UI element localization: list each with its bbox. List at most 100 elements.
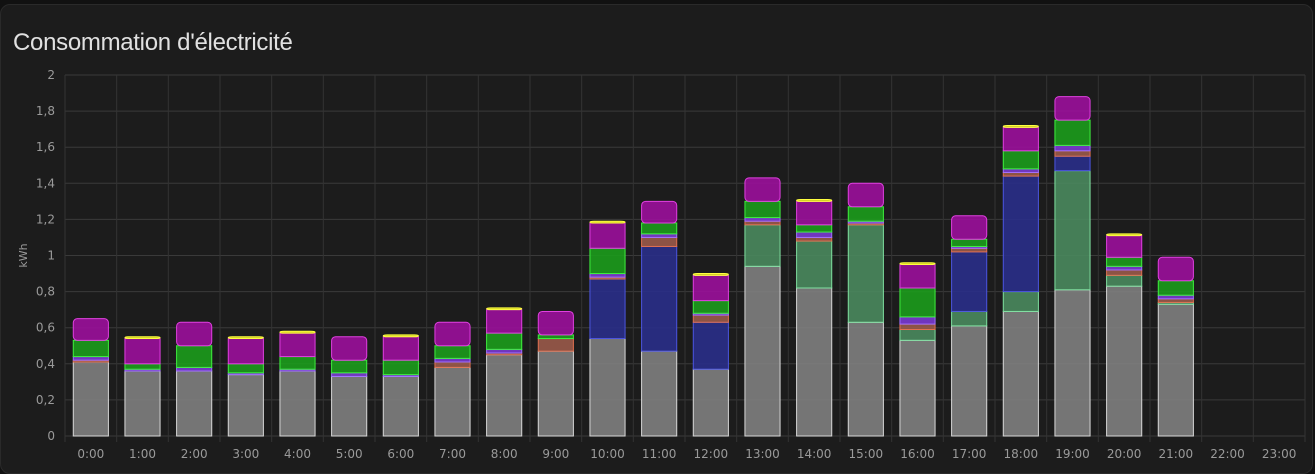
bar-segment: [589, 222, 626, 249]
bar-segment: [641, 222, 678, 235]
x-tick-label: 19:00: [1055, 447, 1090, 461]
bar-segment: [1106, 274, 1143, 287]
bar-segment: [744, 220, 781, 226]
bar-segment: [382, 375, 419, 437]
bar-segment: [744, 177, 781, 202]
bar-segment: [899, 329, 936, 341]
y-tick-label: 0,4: [36, 357, 55, 371]
bar-segment: [1106, 235, 1143, 258]
bar-segment: [641, 233, 678, 238]
bar-segment: [796, 224, 833, 233]
bar-segment: [641, 200, 678, 224]
bar-segment: [124, 336, 161, 340]
bar-segment: [227, 363, 264, 374]
bar-segment: [1054, 119, 1091, 146]
bar-segment: [589, 273, 626, 278]
bar-segment: [72, 318, 109, 341]
bar-segment: [1157, 298, 1194, 303]
x-tick-label: 12:00: [694, 447, 729, 461]
bar-segment: [279, 356, 316, 370]
x-tick-label: 10:00: [590, 447, 625, 461]
bar-segment: [486, 309, 523, 334]
bar-segment: [537, 334, 574, 340]
bar-segment: [847, 206, 884, 222]
bar-segment: [951, 325, 988, 437]
bar-segment: [589, 220, 626, 224]
x-tick-label: 23:00: [1262, 447, 1297, 461]
bar-segment: [227, 336, 264, 340]
bar-segment: [72, 339, 109, 358]
bar-segment: [176, 370, 213, 437]
y-axis-label: kWh: [17, 243, 30, 267]
bar-segment: [1002, 126, 1039, 152]
bar-segment: [951, 251, 988, 312]
bar-segment: [692, 314, 729, 323]
bar-segment: [1002, 125, 1039, 128]
x-tick-label: 22:00: [1210, 447, 1245, 461]
bar-segment: [589, 278, 626, 340]
bar-segment: [589, 247, 626, 275]
bar-segment: [899, 264, 936, 289]
x-tick-label: 21:00: [1159, 447, 1194, 461]
bar-segment: [279, 370, 316, 437]
bar-segment: [1106, 285, 1143, 437]
x-tick-label: 13:00: [745, 447, 780, 461]
bar-segment: [1157, 303, 1194, 437]
x-tick-label: 15:00: [849, 447, 884, 461]
bar-segment: [744, 200, 781, 219]
x-tick-label: 1:00: [129, 447, 156, 461]
bar-segment: [434, 361, 471, 368]
x-tick-label: 20:00: [1107, 447, 1142, 461]
x-tick-label: 3:00: [232, 447, 259, 461]
x-tick-label: 0:00: [77, 447, 104, 461]
bar-segment: [951, 247, 988, 253]
y-tick-label: 0,6: [36, 321, 55, 335]
bar-segment: [1106, 256, 1143, 267]
bar-segment: [744, 224, 781, 267]
bar-segment: [124, 338, 161, 365]
bar-segment: [641, 236, 678, 247]
bar-segment: [692, 321, 729, 370]
bar-segment: [1157, 256, 1194, 282]
bar-segment: [227, 338, 264, 365]
bar-segment: [899, 316, 936, 325]
bar-segment: [1002, 175, 1039, 293]
y-tick-label: 2: [47, 68, 55, 82]
bar-segment: [1054, 289, 1091, 437]
bar-segment: [537, 350, 574, 437]
bar-segment: [899, 287, 936, 318]
bar-segment: [176, 321, 213, 347]
x-tick-label: 4:00: [284, 447, 311, 461]
bar-segment: [951, 310, 988, 327]
bar-segment: [176, 366, 213, 372]
y-tick-label: 0: [47, 429, 55, 443]
bar-segment: [227, 374, 264, 437]
bar-segment: [1054, 96, 1091, 121]
bar-segment: [1054, 155, 1091, 172]
y-tick-label: 1: [47, 249, 55, 263]
bar-segment: [72, 361, 109, 437]
bar-segment: [382, 336, 419, 361]
bar-segment: [486, 348, 523, 354]
bar-segment: [1157, 280, 1194, 296]
bar-segment: [1002, 168, 1039, 173]
bar-segment: [744, 265, 781, 437]
bar-segment: [537, 310, 574, 336]
x-tick-label: 8:00: [491, 447, 518, 461]
x-tick-label: 14:00: [797, 447, 832, 461]
bar-segment: [124, 370, 161, 437]
x-tick-label: 18:00: [1004, 447, 1039, 461]
bar-segment: [434, 345, 471, 359]
bar-segment: [589, 338, 626, 437]
bar-segment: [899, 262, 936, 266]
bar-segment: [847, 182, 884, 208]
bar-segment: [796, 236, 833, 242]
x-tick-label: 16:00: [900, 447, 935, 461]
bar-segment: [1106, 269, 1143, 276]
bar-segment: [176, 345, 213, 368]
y-tick-label: 0,2: [36, 393, 55, 407]
bar-segment: [537, 338, 574, 352]
bar-segment: [951, 238, 988, 247]
y-tick-label: 0,8: [36, 285, 55, 299]
bar-segment: [434, 366, 471, 437]
